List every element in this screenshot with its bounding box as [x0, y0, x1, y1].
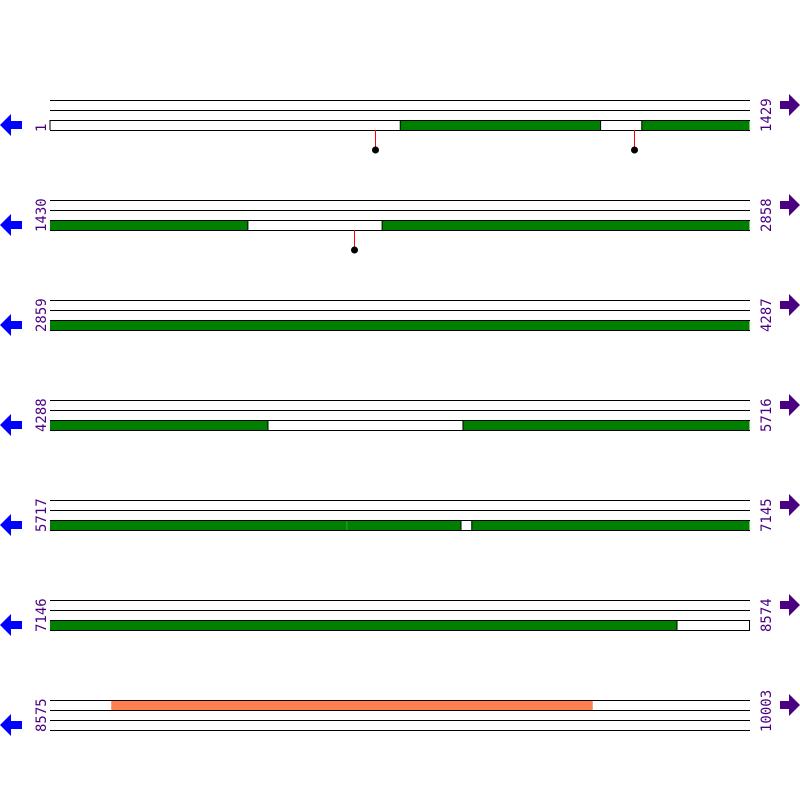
arrow-right-icon[interactable]: [780, 194, 800, 216]
row-end-label: 10003: [759, 690, 775, 732]
marker-dot[interactable]: [351, 246, 358, 254]
row-start-label: 7146: [34, 598, 50, 632]
arrow-left-icon[interactable]: [0, 314, 22, 336]
cds-segment: [50, 520, 347, 530]
cds-segment: [641, 120, 750, 130]
row-start-label: 1: [34, 124, 50, 132]
row-start-label: 8575: [34, 698, 50, 732]
marker-dot[interactable]: [372, 146, 379, 154]
marker-dot[interactable]: [631, 146, 638, 154]
cds-segment: [347, 520, 461, 530]
row-end-label: 4287: [759, 298, 775, 332]
arrow-right-icon[interactable]: [780, 494, 800, 516]
arrow-right-icon[interactable]: [780, 94, 800, 116]
cds-segment: [50, 620, 678, 630]
arrow-left-icon[interactable]: [0, 414, 22, 436]
cds-segment: [50, 320, 750, 330]
highlight-segment: [111, 700, 593, 710]
cds-segment: [50, 420, 268, 430]
gap-segment: [267, 420, 463, 430]
arrow-right-icon[interactable]: [780, 294, 800, 316]
arrow-right-icon[interactable]: [780, 694, 800, 716]
arrow-left-icon[interactable]: [0, 114, 22, 136]
arrow-left-icon[interactable]: [0, 714, 22, 736]
row-end-label: 8574: [759, 598, 775, 632]
sequence-row: 1 1429: [0, 94, 800, 154]
row-end-label: 5716: [759, 398, 775, 432]
sequence-row: 5717 7145: [0, 494, 800, 536]
arrow-left-icon[interactable]: [0, 614, 22, 636]
row-start-label: 2859: [34, 298, 50, 332]
cds-segment: [471, 520, 750, 530]
sequence-row: 4288 5716: [0, 394, 800, 436]
arrow-right-icon[interactable]: [780, 594, 800, 616]
row-start-label: 4288: [34, 398, 50, 432]
sequence-row: 7146 8574: [0, 594, 800, 636]
arrow-left-icon[interactable]: [0, 214, 22, 236]
gap-segment: [677, 620, 750, 630]
row-end-label: 2858: [759, 198, 775, 232]
cds-segment: [50, 220, 248, 230]
row-end-label: 1429: [759, 98, 775, 132]
sequence-row: 1430 2858: [0, 194, 800, 254]
sequence-row: 2859 4287: [0, 294, 800, 336]
cds-segment: [400, 120, 601, 130]
cds-segment: [462, 420, 750, 430]
row-start-label: 1430: [34, 198, 50, 232]
cds-segment: [382, 220, 750, 230]
gap-segment: [600, 120, 642, 130]
gap-segment: [460, 520, 472, 530]
sequence-row: 8575 10003: [0, 690, 800, 736]
arrow-right-icon[interactable]: [780, 394, 800, 416]
row-start-label: 5717: [34, 498, 50, 532]
row-end-label: 7145: [759, 498, 775, 532]
gap-segment: [50, 120, 401, 130]
gap-segment: [247, 220, 383, 230]
arrow-left-icon[interactable]: [0, 514, 22, 536]
